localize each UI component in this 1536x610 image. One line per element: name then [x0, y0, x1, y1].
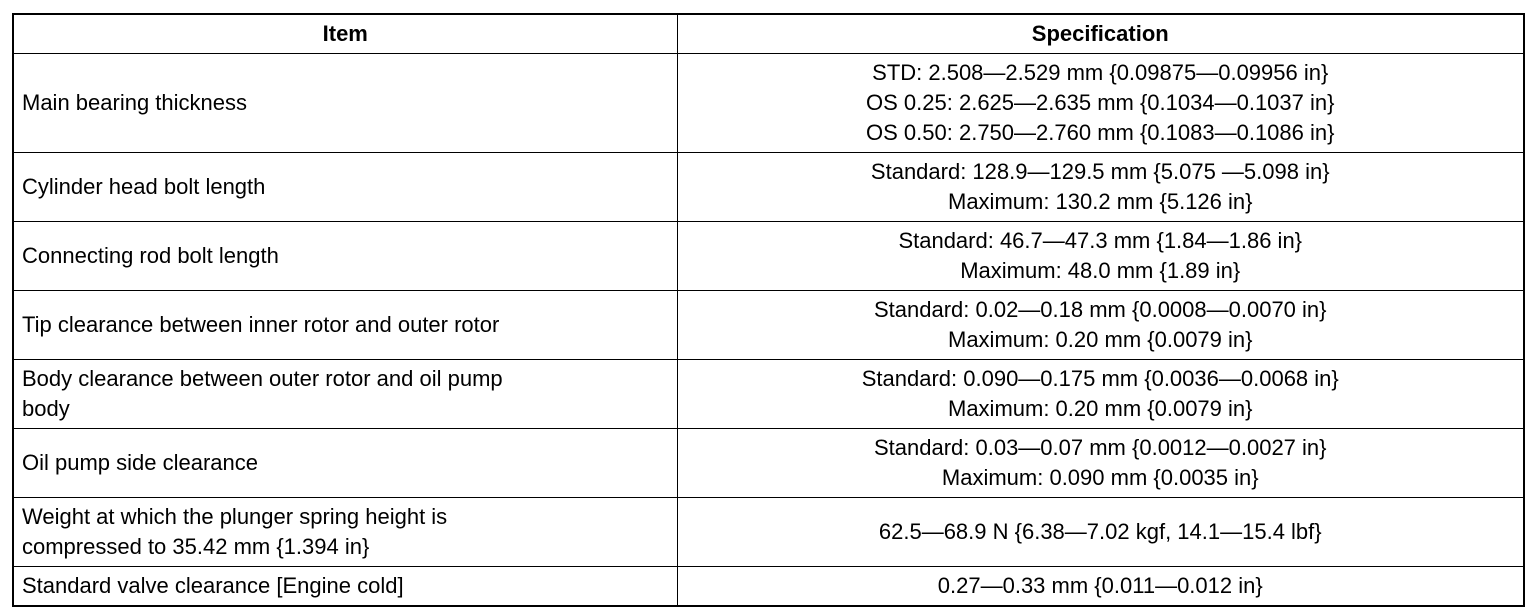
- spec-line: STD: 2.508—2.529 mm {0.09875—0.09956 in}: [872, 60, 1329, 85]
- table-row: Main bearing thickness STD: 2.508—2.529 m…: [12, 53, 1525, 153]
- spec-line: Maximum: 0.20 mm {0.0079 in}: [948, 327, 1253, 352]
- header-cell: Specification: [676, 13, 1525, 54]
- item-line: body: [22, 396, 70, 421]
- spec-cell: Standard: 0.090—0.175 mm {0.0036—0.0068 …: [676, 359, 1525, 429]
- item-cell: Standard valve clearance [Engine cold]: [12, 566, 678, 607]
- item-cell: Oil pump side clearance: [12, 428, 678, 498]
- spec-line: 0.27—0.33 mm {0.011—0.012 in}: [937, 573, 1263, 598]
- spec-line: Maximum: 0.090 mm {0.0035 in}: [941, 465, 1259, 490]
- table-row: Oil pump side clearance Standard: 0.03—0.…: [12, 428, 1525, 498]
- spec-line: Maximum: 48.0 mm {1.89 in}: [960, 258, 1241, 283]
- item-line: Cylinder head bolt length: [22, 174, 266, 199]
- header-cell: Item: [12, 13, 678, 54]
- spec-line: OS 0.25: 2.625—2.635 mm {0.1034—0.1037 i…: [866, 90, 1335, 115]
- table-row: Weight at which the plunger spring heigh…: [12, 497, 1525, 567]
- spec-cell: 0.27—0.33 mm {0.011—0.012 in}: [676, 566, 1525, 607]
- spec-cell: 62.5—68.9 N {6.38—7.02 kgf, 14.1—15.4 lb…: [676, 497, 1525, 567]
- item-cell: Tip clearance between inner rotor and ou…: [12, 290, 678, 360]
- item-line: Standard valve clearance [Engine cold]: [22, 573, 404, 598]
- item-line: Main bearing thickness: [22, 90, 248, 115]
- spec-line: Maximum: 130.2 mm {5.126 in}: [948, 189, 1253, 214]
- table-row: Tip clearance between inner rotor and ou…: [12, 290, 1525, 360]
- spec-cell: Standard: 46.7—47.3 mm {1.84—1.86 in} Max…: [676, 221, 1525, 291]
- spec-line: OS 0.50: 2.750—2.760 mm {0.1083—0.1086 i…: [866, 120, 1335, 145]
- item-line: Body clearance between outer rotor and o…: [22, 366, 503, 391]
- table-row: Connecting rod bolt length Standard: 46.7…: [12, 221, 1525, 291]
- spec-cell: Standard: 0.03—0.07 mm {0.0012—0.0027 in…: [676, 428, 1525, 498]
- spec-cell: Standard: 128.9—129.5 mm {5.075 —5.098 i…: [676, 152, 1525, 222]
- item-line: Connecting rod bolt length: [22, 243, 279, 268]
- spec-cell: Standard: 0.02—0.18 mm {0.0008—0.0070 in…: [676, 290, 1525, 360]
- item-line: Oil pump side clearance: [22, 450, 259, 475]
- spec-line: Standard: 0.02—0.18 mm {0.0008—0.0070 in…: [873, 297, 1327, 322]
- spec-line: Maximum: 0.20 mm {0.0079 in}: [948, 396, 1253, 421]
- item-cell: Main bearing thickness: [12, 53, 678, 153]
- table-row: Body clearance between outer rotor and o…: [12, 359, 1525, 429]
- spec-line: 62.5—68.9 N {6.38—7.02 kgf, 14.1—15.4 lb…: [878, 519, 1322, 544]
- table-row: Cylinder head bolt length Standard: 128.9…: [12, 152, 1525, 222]
- item-line: Tip clearance between inner rotor and ou…: [22, 312, 500, 337]
- spec-cell: STD: 2.508—2.529 mm {0.09875—0.09956 in}…: [676, 53, 1525, 153]
- item-cell: Body clearance between outer rotor and o…: [12, 359, 678, 429]
- spec-line: Standard: 0.090—0.175 mm {0.0036—0.0068 …: [861, 366, 1339, 391]
- header-row: Item Specification: [12, 13, 1525, 54]
- spec-line: Standard: 128.9—129.5 mm {5.075 —5.098 i…: [870, 159, 1330, 184]
- item-line: compressed to 35.42 mm {1.394 in}: [22, 534, 370, 559]
- spec-line: Standard: 0.03—0.07 mm {0.0012—0.0027 in…: [873, 435, 1327, 460]
- spec-line: Standard: 46.7—47.3 mm {1.84—1.86 in}: [898, 228, 1303, 253]
- item-cell: Weight at which the plunger spring heigh…: [12, 497, 678, 567]
- item-line: Weight at which the plunger spring heigh…: [22, 504, 448, 529]
- table-row: Standard valve clearance [Engine cold] 0.…: [12, 566, 1525, 607]
- item-cell: Connecting rod bolt length: [12, 221, 678, 291]
- item-cell: Cylinder head bolt length: [12, 152, 678, 222]
- spec-table: Item Specification Main bearing thicknes…: [12, 13, 1525, 607]
